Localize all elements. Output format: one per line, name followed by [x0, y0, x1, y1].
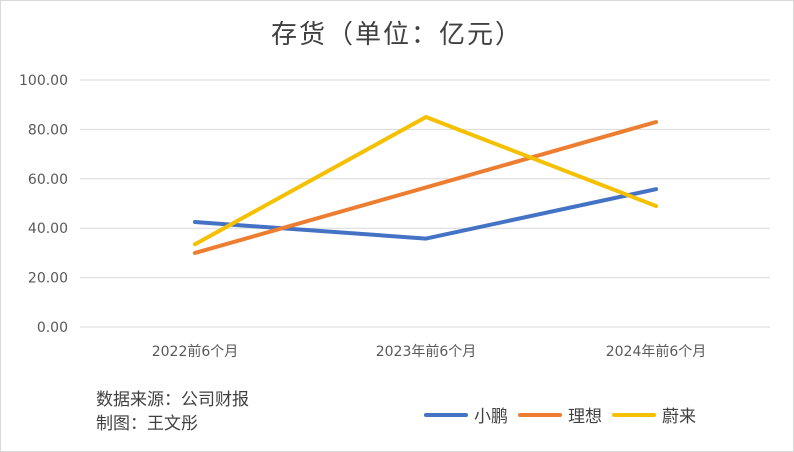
chart-title: 存货（单位：亿元）	[270, 20, 523, 50]
x-tick-label-2: 2024年前6个月	[606, 343, 707, 360]
y-tick-label-2: 40.00	[28, 221, 68, 237]
legend-item-0: 小鹏	[424, 402, 508, 427]
legend-item-2: 蔚来	[612, 402, 696, 427]
y-tick-label-1: 20.00	[28, 271, 68, 287]
series-line-0	[193, 187, 658, 241]
legend-swatch-2	[612, 412, 656, 417]
series-line-2	[193, 115, 658, 247]
series-line-1	[193, 119, 658, 255]
legend-swatch-0	[424, 412, 468, 417]
y-axis-ticks: 0.00 20.00 40.00 60.00 80.00 100.00	[19, 73, 68, 336]
legend-item-1: 理想	[518, 402, 602, 427]
x-tick-label-0: 2022前6个月	[152, 343, 239, 360]
y-tick-label-5: 100.00	[19, 73, 68, 89]
series-lines	[193, 115, 658, 255]
legend: 小鹏 理想 蔚来	[424, 402, 706, 427]
gridlines	[80, 79, 770, 328]
legend-label-0: 小鹏	[474, 407, 508, 427]
x-tick-label-1: 2023年前6个月	[376, 343, 477, 360]
legend-label-1: 理想	[568, 407, 602, 427]
legend-swatch-1	[518, 412, 562, 417]
author-text: 制图：王文彤	[96, 414, 198, 434]
source-text: 数据来源：公司财报	[96, 390, 249, 410]
y-tick-label-3: 60.00	[28, 172, 68, 188]
legend-label-2: 蔚来	[662, 407, 696, 427]
source-note: 数据来源：公司财报 制图：王文彤	[96, 388, 249, 436]
x-axis-ticks: 2022前6个月 2023年前6个月 2024年前6个月	[152, 343, 707, 360]
y-tick-label-0: 0.00	[37, 320, 68, 336]
y-tick-label-4: 80.00	[28, 122, 68, 138]
